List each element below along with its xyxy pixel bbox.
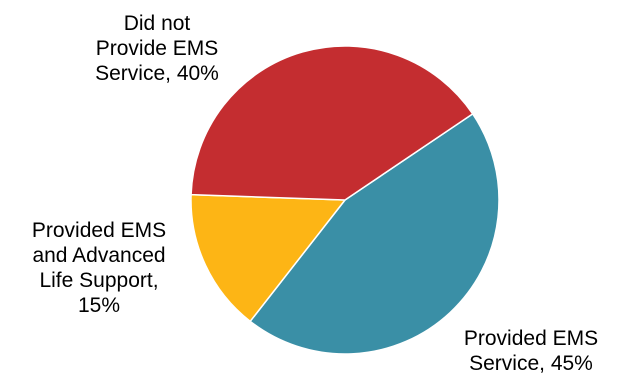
slice-provided-ems-and-advanced-life-support bbox=[190, 193, 347, 323]
label-line: Did not bbox=[124, 12, 191, 35]
label-line: Life Support, bbox=[39, 269, 158, 292]
label-did-not-provide-ems-service: Did not Provide EMS Service, 40% bbox=[95, 12, 219, 85]
pie-slices bbox=[190, 45, 500, 355]
label-line: 15% bbox=[78, 294, 120, 317]
slice-labels: Did not Provide EMS Service, 40% Provided E… bbox=[32, 12, 598, 375]
slice-provided-ems-service bbox=[249, 112, 500, 355]
slice-did-not-provide-ems-service bbox=[190, 45, 474, 201]
label-line: Provided EMS bbox=[464, 327, 598, 350]
label-line: Service, 40% bbox=[95, 62, 219, 85]
label-line: Service, 45% bbox=[469, 352, 593, 375]
label-line: Provide EMS bbox=[96, 37, 219, 60]
label-line: Provided EMS bbox=[32, 219, 166, 242]
label-line: and Advanced bbox=[32, 244, 165, 267]
label-provided-ems-service: Provided EMS Service, 45% bbox=[464, 327, 598, 375]
label-provided-ems-and-advanced-life-support: Provided EMS and Advanced Life Support, 15% bbox=[32, 219, 166, 317]
